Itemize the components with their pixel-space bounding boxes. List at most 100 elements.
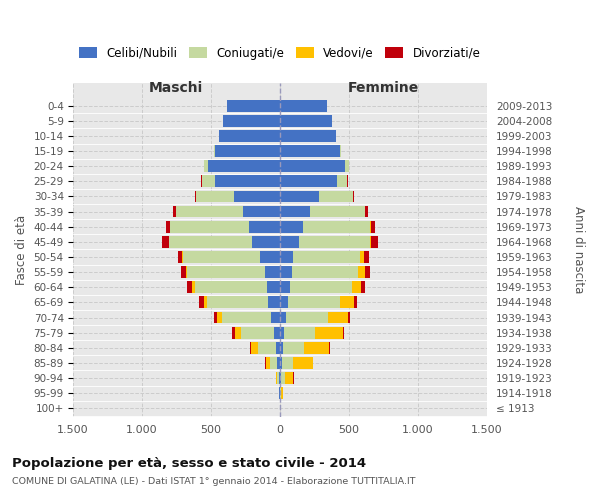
Bar xyxy=(214,145,280,157)
Bar xyxy=(182,251,280,263)
Bar xyxy=(251,342,280,353)
Bar xyxy=(280,282,361,293)
Bar xyxy=(202,176,280,187)
Bar xyxy=(280,342,330,353)
Bar xyxy=(162,236,280,248)
Bar xyxy=(280,251,364,263)
Bar xyxy=(280,221,370,232)
Bar xyxy=(214,312,280,324)
Y-axis label: Anni di nascita: Anni di nascita xyxy=(572,206,585,294)
Bar xyxy=(196,190,280,202)
Bar xyxy=(280,190,354,202)
Bar xyxy=(193,282,280,293)
Bar xyxy=(280,312,286,324)
Bar xyxy=(280,160,349,172)
Bar xyxy=(280,100,328,112)
Bar xyxy=(195,190,280,202)
Bar xyxy=(280,342,329,353)
Text: COMUNE DI GALATINA (LE) - Dati ISTAT 1° gennaio 2014 - Elaborazione TUTTITALIA.I: COMUNE DI GALATINA (LE) - Dati ISTAT 1° … xyxy=(12,478,415,486)
Bar xyxy=(204,160,280,172)
Bar xyxy=(260,251,280,263)
Bar xyxy=(250,342,280,353)
Bar xyxy=(280,388,283,399)
Bar xyxy=(279,372,280,384)
Bar xyxy=(280,296,355,308)
Bar xyxy=(279,388,280,399)
Bar xyxy=(176,206,280,218)
Legend: Celibi/Nubili, Coniugati/e, Vedovi/e, Divorziati/e: Celibi/Nubili, Coniugati/e, Vedovi/e, Di… xyxy=(74,42,485,64)
Bar xyxy=(280,282,365,293)
Bar xyxy=(280,176,348,187)
Bar xyxy=(280,236,379,248)
Bar xyxy=(182,251,280,263)
Bar xyxy=(199,296,280,308)
Bar xyxy=(280,100,328,112)
Bar xyxy=(280,190,319,202)
Bar xyxy=(250,221,280,232)
Bar xyxy=(217,312,280,324)
Bar xyxy=(280,312,348,324)
Bar xyxy=(279,388,280,399)
Bar xyxy=(280,145,341,157)
Text: Maschi: Maschi xyxy=(149,81,203,95)
Bar xyxy=(280,342,304,353)
Bar xyxy=(280,266,358,278)
Bar xyxy=(280,372,293,384)
Bar xyxy=(258,342,280,353)
Bar xyxy=(275,372,280,384)
Bar xyxy=(206,296,280,308)
Bar xyxy=(280,206,310,218)
Bar xyxy=(280,190,353,202)
Bar xyxy=(277,357,280,369)
Bar xyxy=(280,160,346,172)
Bar xyxy=(280,296,340,308)
Bar xyxy=(169,236,280,248)
Bar xyxy=(280,282,352,293)
Bar xyxy=(280,251,360,263)
Bar xyxy=(223,115,280,126)
Bar xyxy=(280,251,369,263)
Bar xyxy=(280,100,328,112)
Bar xyxy=(280,372,286,384)
Bar xyxy=(215,145,280,157)
Bar xyxy=(280,326,315,338)
Bar xyxy=(280,266,370,278)
Bar xyxy=(280,357,313,369)
Y-axis label: Fasce di età: Fasce di età xyxy=(15,215,28,285)
Bar xyxy=(280,221,375,232)
Bar xyxy=(280,296,288,308)
Bar xyxy=(280,282,290,293)
Bar xyxy=(280,312,350,324)
Bar xyxy=(223,115,280,126)
Bar xyxy=(280,206,365,218)
Bar xyxy=(234,190,280,202)
Bar xyxy=(280,296,358,308)
Bar xyxy=(275,372,280,384)
Bar xyxy=(196,190,280,202)
Bar xyxy=(227,100,280,112)
Bar xyxy=(280,145,341,157)
Bar xyxy=(265,357,280,369)
Bar xyxy=(280,160,349,172)
Bar xyxy=(173,206,280,218)
Text: Popolazione per età, sesso e stato civile - 2014: Popolazione per età, sesso e stato civil… xyxy=(12,458,366,470)
Bar xyxy=(280,130,335,142)
Bar xyxy=(280,190,353,202)
Bar xyxy=(214,145,280,157)
Bar xyxy=(266,357,280,369)
Bar xyxy=(266,282,280,293)
Bar xyxy=(274,326,280,338)
Bar xyxy=(181,266,280,278)
Bar xyxy=(214,145,280,157)
Bar xyxy=(280,206,365,218)
Bar xyxy=(222,312,280,324)
Bar xyxy=(201,176,280,187)
Bar xyxy=(280,312,328,324)
Bar xyxy=(280,357,313,369)
Bar xyxy=(277,372,280,384)
Bar xyxy=(169,236,280,248)
Bar xyxy=(280,221,303,232)
Bar xyxy=(242,206,280,218)
Bar xyxy=(280,130,335,142)
Bar xyxy=(208,160,280,172)
